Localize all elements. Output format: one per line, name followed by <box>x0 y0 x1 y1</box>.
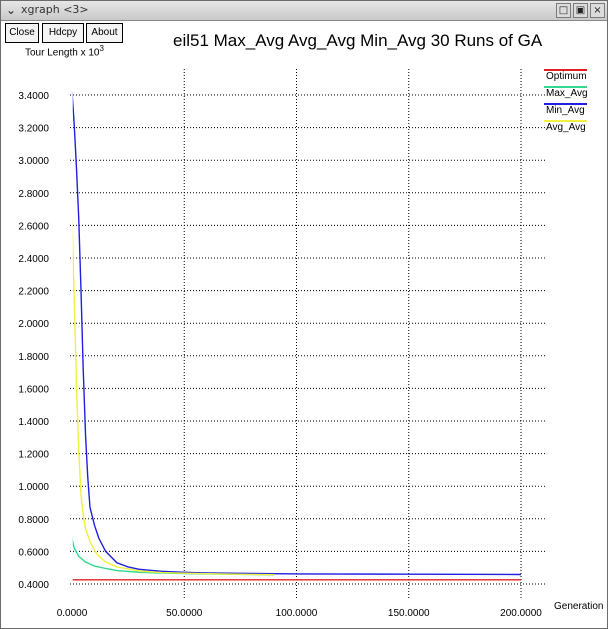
x-tick-label: 50.0000 <box>166 608 203 619</box>
y-tick-label: 1.4000 <box>18 417 49 428</box>
y-tick-label: 0.4000 <box>18 580 49 591</box>
legend-label: Min_Avg <box>546 105 585 116</box>
series-line-min-avg <box>71 91 522 576</box>
x-tick-label: 150.0000 <box>388 608 430 619</box>
y-tick-label: 0.8000 <box>18 515 49 526</box>
about-button[interactable]: About <box>86 23 123 43</box>
y-tick-label: 3.2000 <box>18 124 49 135</box>
close-button[interactable]: Close <box>5 23 39 43</box>
y-tick-label: 1.0000 <box>18 482 49 493</box>
y-axis-label-text: Tour Length x 10 <box>25 47 100 59</box>
series-line-avg-avg <box>71 217 275 576</box>
y-tick-label: 0.6000 <box>18 547 49 558</box>
y-tick-label: 1.2000 <box>18 450 49 461</box>
y-tick-label: 2.4000 <box>18 254 49 265</box>
title-bar[interactable]: ⌄ xgraph <3> □ ▣ × <box>1 1 607 21</box>
x-tick-label: 0.0000 <box>57 608 88 619</box>
window-title: xgraph <3> <box>21 3 89 16</box>
x-axis-label: Generation <box>554 601 603 612</box>
y-tick-label: 3.0000 <box>18 156 49 167</box>
legend-label: Avg_Avg <box>546 122 586 133</box>
y-tick-label: 3.4000 <box>18 91 49 102</box>
y-tick-label: 1.6000 <box>18 384 49 395</box>
y-tick-label: 2.8000 <box>18 189 49 200</box>
window-menu-icon[interactable]: ⌄ <box>5 3 17 17</box>
hdcpy-button[interactable]: Hdcpy <box>42 23 84 43</box>
y-tick-label: 2.0000 <box>18 319 49 330</box>
y-axis-label-exponent: 3 <box>99 44 104 53</box>
y-tick-label: 2.2000 <box>18 287 49 298</box>
maximize-icon[interactable]: ▣ <box>573 3 588 18</box>
x-tick-label: 200.0000 <box>500 608 542 619</box>
y-axis-label: Tour Length x 103 <box>25 44 104 58</box>
y-tick-label: 1.8000 <box>18 352 49 363</box>
x-tick-label: 100.0000 <box>276 608 318 619</box>
minimize-icon[interactable]: □ <box>556 3 571 18</box>
legend-label: Optimum <box>546 71 587 82</box>
y-tick-label: 2.6000 <box>18 221 49 232</box>
chart-title: eil51 Max_Avg Avg_Avg Min_Avg 30 Runs of… <box>173 31 543 50</box>
legend-label: Max_Avg <box>546 88 588 99</box>
close-window-icon[interactable]: × <box>590 3 605 18</box>
